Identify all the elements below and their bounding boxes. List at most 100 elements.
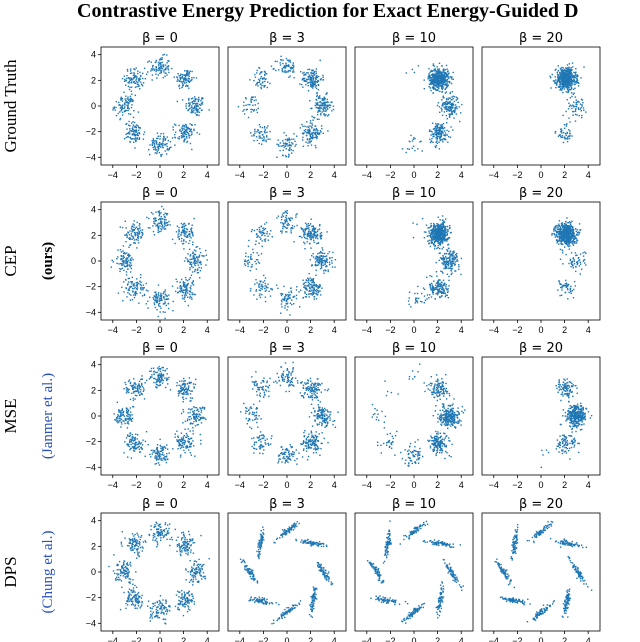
data-point [431, 82, 433, 84]
data-point [160, 298, 162, 301]
data-point [314, 263, 317, 266]
data-point [305, 134, 308, 136]
data-point [131, 281, 134, 283]
data-point [249, 269, 251, 272]
data-point [137, 83, 139, 86]
data-point [440, 82, 442, 84]
data-point [134, 135, 137, 137]
data-point [185, 125, 187, 127]
data-point [287, 145, 289, 147]
data-point [129, 133, 131, 135]
data-point [251, 96, 253, 98]
data-point [444, 235, 446, 238]
data-point [132, 128, 134, 130]
data-point [160, 222, 162, 224]
data-point [408, 291, 411, 293]
data-point [435, 271, 438, 273]
scatter-panel: −4 −2 0 2 4 [481, 46, 601, 180]
data-point [161, 221, 163, 223]
data-point [315, 102, 317, 104]
data-point [439, 139, 441, 142]
data-point [152, 139, 155, 142]
data-point [307, 278, 310, 280]
data-point [445, 231, 448, 233]
data-point [165, 213, 168, 215]
data-point [130, 233, 133, 235]
data-point [131, 86, 133, 88]
data-point [184, 74, 186, 76]
data-point [320, 234, 322, 237]
data-point [198, 254, 201, 256]
data-point [310, 293, 312, 295]
data-point [440, 130, 443, 132]
data-point [443, 233, 445, 235]
data-point [268, 290, 270, 292]
data-point [441, 125, 443, 127]
data-point [309, 283, 312, 286]
data-point [180, 222, 183, 225]
data-point [568, 80, 570, 82]
data-point [260, 77, 262, 80]
data-point [431, 231, 433, 233]
data-point [562, 83, 564, 85]
data-point [170, 146, 172, 148]
data-point [193, 293, 195, 295]
data-point [433, 81, 435, 84]
data-point [190, 288, 192, 290]
data-point [311, 236, 313, 238]
data-point [450, 108, 452, 110]
data-point [138, 231, 141, 233]
data-point [156, 137, 158, 140]
data-point [125, 84, 127, 86]
data-point [450, 254, 453, 256]
data-point [303, 80, 305, 82]
data-point [266, 233, 268, 235]
data-point [326, 98, 328, 101]
data-point [329, 257, 331, 259]
data-point [573, 83, 575, 85]
data-point [565, 91, 568, 93]
data-point [446, 100, 448, 103]
data-point [436, 82, 439, 84]
point-cloud [243, 210, 337, 316]
data-point [308, 74, 310, 76]
data-point [430, 289, 433, 291]
data-point [553, 80, 556, 82]
data-point [192, 256, 194, 258]
data-point [567, 73, 569, 75]
data-point [147, 71, 149, 73]
data-point [256, 111, 259, 114]
data-point [435, 286, 438, 289]
data-point [438, 129, 440, 131]
data-point [280, 55, 282, 58]
data-point [563, 124, 566, 126]
data-point [318, 96, 320, 99]
data-point [457, 101, 459, 104]
data-point [198, 266, 200, 269]
data-point [129, 98, 131, 101]
data-point [300, 289, 302, 291]
data-point [290, 287, 292, 289]
data-point [121, 97, 123, 100]
data-point [198, 256, 200, 258]
data-point [133, 226, 135, 228]
data-point [286, 298, 289, 300]
x-tick-label: 0 [157, 325, 162, 335]
data-point [280, 293, 282, 295]
data-point [443, 97, 445, 99]
data-point [200, 104, 202, 106]
data-point [289, 314, 291, 316]
data-point [193, 107, 196, 109]
data-point [257, 254, 260, 257]
data-point [405, 151, 407, 154]
data-point [176, 225, 179, 227]
data-point [284, 226, 287, 229]
data-point [189, 290, 191, 292]
data-point [160, 72, 162, 74]
data-point [155, 149, 157, 151]
data-point [264, 131, 266, 133]
data-point [322, 76, 324, 78]
data-point [440, 295, 443, 298]
data-point [450, 269, 452, 272]
data-point [129, 86, 131, 88]
